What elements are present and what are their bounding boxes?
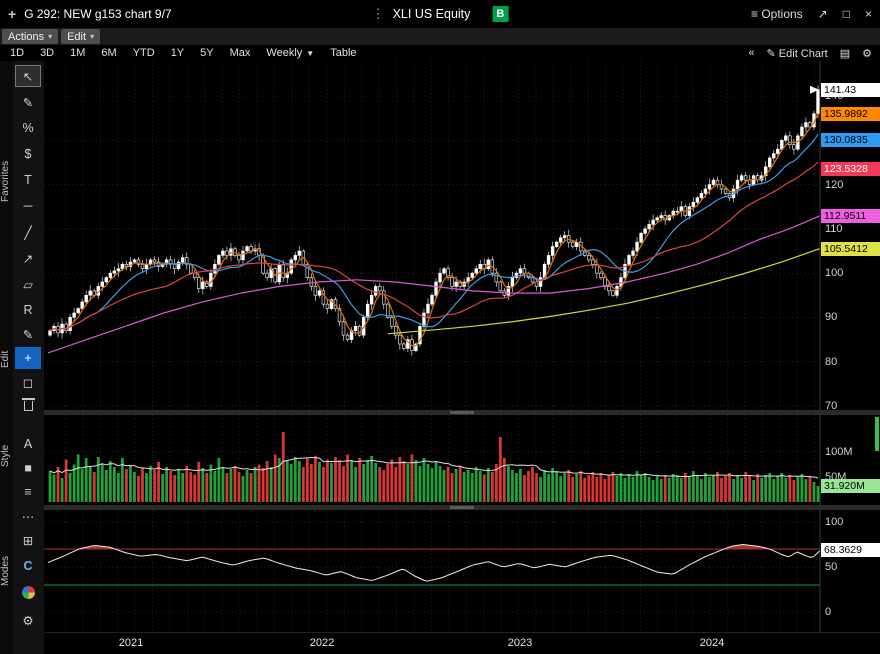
volume-chart-canvas[interactable]: [44, 415, 880, 505]
trash-tool-icon[interactable]: [15, 395, 41, 417]
popout-icon[interactable]: ↗: [817, 7, 828, 21]
mavg-mid-marker: 130.0835: [821, 132, 880, 147]
menubar: Actions ▾ Edit ▾: [0, 28, 880, 45]
crosshair-mode-tool-icon[interactable]: ⊞: [22, 533, 34, 548]
edit-draw-tool-icon[interactable]: ✎: [22, 327, 34, 342]
fill-style-tool-icon[interactable]: ■: [24, 461, 32, 475]
sidebar-section-favorites: Favorites: [0, 160, 11, 202]
options-menu-icon: ≡: [750, 7, 758, 21]
splitter-grip-icon[interactable]: [450, 506, 474, 509]
range-3d-button[interactable]: 3D: [40, 47, 55, 59]
trend-line-tool-icon[interactable]: ╱: [24, 225, 32, 240]
mavg-156wk-marker: 105.5412: [821, 241, 880, 256]
panel-badge[interactable]: B: [492, 6, 509, 22]
volume-axis-indicator: [875, 417, 879, 451]
table-button[interactable]: Table: [330, 47, 357, 59]
last-rsi-marker: 68.3629: [821, 543, 880, 558]
range-1y-button[interactable]: 1Y: [170, 47, 185, 59]
mavg-long-marker: 123.5328: [821, 161, 880, 176]
trash-icon: [21, 398, 35, 411]
volume-axis-tick[interactable]: 100M: [825, 446, 853, 458]
period-selector[interactable]: Weekly ▼: [266, 47, 315, 59]
draw-tool-icon[interactable]: ✎: [22, 95, 34, 110]
rsi-axis-tick[interactable]: 0: [825, 606, 832, 618]
window-title: G 292: NEW g153 chart 9/7: [24, 7, 172, 21]
sidebar-section-style: Style: [0, 444, 11, 468]
chevron-down-icon: ▼: [306, 48, 315, 58]
chart-snapshot-icon[interactable]: ▤: [839, 47, 851, 60]
date-axis-year: 2024: [699, 637, 725, 649]
drag-handle-icon[interactable]: +: [8, 6, 17, 22]
sidebar-section-edit: Edit: [0, 350, 11, 368]
sidebar-section-modes: Modes: [0, 556, 11, 587]
date-axis-year: 2021: [118, 637, 144, 649]
mavg-52wk-marker: 112.9511: [821, 208, 880, 223]
range-1d-button[interactable]: 1D: [10, 47, 25, 59]
rsi-chart-canvas[interactable]: [44, 510, 880, 632]
mavg-short-marker: 135.9892: [821, 106, 880, 121]
close-icon[interactable]: ×: [864, 7, 872, 21]
range-6m-button[interactable]: 6M: [101, 47, 117, 59]
price-axis-tick[interactable]: 110: [825, 223, 843, 235]
price-axis-tick[interactable]: 90: [825, 311, 838, 323]
date-axis[interactable]: 2021 2022 2023 2024: [44, 632, 880, 654]
arrow-tool-icon[interactable]: ↗: [22, 251, 34, 266]
price-chart-canvas[interactable]: [44, 61, 880, 410]
range-1m-button[interactable]: 1M: [70, 47, 86, 59]
eraser-tool-icon[interactable]: ◻: [22, 375, 34, 390]
price-axis-tick[interactable]: 80: [825, 356, 838, 368]
horizontal-line-tool-icon[interactable]: ─: [23, 199, 33, 213]
edit-menu-button[interactable]: Edit ▾: [61, 29, 101, 44]
text-annotation-tool-icon[interactable]: T: [24, 173, 32, 187]
dash-style-tool-icon[interactable]: ⋯: [21, 509, 35, 524]
pencil-icon: ✎: [766, 47, 776, 60]
last-price-marker: 141.43: [821, 82, 880, 97]
measure-price-tool-icon[interactable]: $: [24, 147, 32, 161]
chevron-down-icon: ▾: [48, 32, 53, 41]
actions-menu-button[interactable]: Actions ▾: [2, 29, 59, 44]
chart-region: 140 130 120 110 100 90 80 70 100M 50M 10…: [44, 61, 880, 654]
line-style-tool-icon[interactable]: ≡: [24, 485, 32, 499]
splitter-grip-icon[interactable]: [450, 411, 474, 414]
measure-percent-tool-icon[interactable]: %: [22, 121, 34, 135]
range-ytd-button[interactable]: YTD: [132, 47, 155, 59]
cursor-tool-icon[interactable]: ↖: [15, 65, 41, 87]
range-5y-button[interactable]: 5Y: [200, 47, 214, 59]
more-icon[interactable]: ⋮: [371, 6, 385, 21]
move-tool-icon[interactable]: +: [15, 347, 41, 369]
date-axis-year: 2023: [507, 637, 533, 649]
security-selector[interactable]: XLI US Equity: [392, 7, 471, 21]
drawing-tools-sidebar: Favorites Edit Style Modes ↖ ✎ % $ T ─ ╱…: [0, 61, 44, 654]
titlebar: + G 292: NEW g153 chart 9/7 ⋮ XLI US Equ…: [0, 0, 880, 28]
text-style-tool-icon[interactable]: A: [23, 437, 33, 451]
pie-icon: [21, 585, 35, 599]
regression-tool-icon[interactable]: R: [23, 303, 33, 317]
sidebar-gear-icon[interactable]: ⚙: [22, 613, 34, 628]
last-volume-marker: 31.920M: [821, 479, 880, 494]
gear-icon[interactable]: ⚙: [862, 47, 872, 60]
compass-mode-tool-icon[interactable]: C: [23, 559, 33, 573]
channel-tool-icon[interactable]: ▱: [23, 277, 33, 292]
pie-mode-tool-icon[interactable]: [15, 581, 41, 603]
panel-splitter[interactable]: [44, 410, 880, 415]
rsi-axis-tick[interactable]: 100: [825, 516, 844, 528]
rsi-axis-tick[interactable]: 50: [825, 561, 838, 573]
panel-splitter[interactable]: [44, 505, 880, 510]
price-axis-tick[interactable]: 100: [825, 267, 844, 279]
chart-toolbar: 1D 3D 1M 6M YTD 1Y 5Y Max Weekly ▼ Table …: [0, 45, 880, 61]
edit-chart-button[interactable]: ✎ Edit Chart: [766, 47, 828, 60]
range-max-button[interactable]: Max: [229, 47, 251, 59]
price-axis-tick[interactable]: 70: [825, 400, 838, 412]
options-menu[interactable]: ≡ Options: [750, 7, 803, 21]
price-axis-tick[interactable]: 120: [825, 179, 844, 191]
chevron-down-icon: ▾: [90, 32, 95, 41]
sidebar-section-strip: [0, 61, 13, 654]
collapse-panel-icon[interactable]: «: [748, 47, 755, 59]
maximize-icon[interactable]: □: [842, 7, 850, 21]
date-axis-year: 2022: [309, 637, 335, 649]
